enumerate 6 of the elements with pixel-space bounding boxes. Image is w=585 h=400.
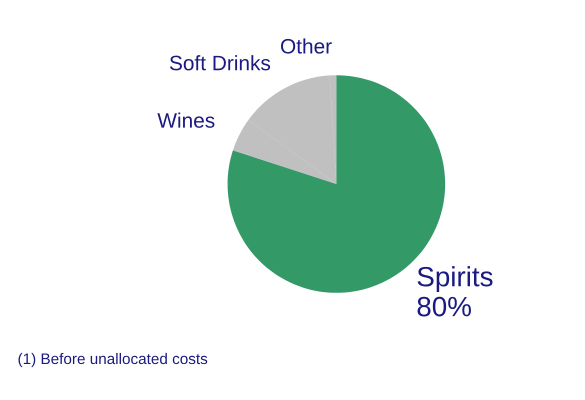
slice-label: Wines — [157, 112, 214, 128]
text: (1) Before unallocated costs — [18, 352, 208, 368]
slice-label: Spirits — [418, 266, 492, 292]
data-label: 80% — [418, 296, 471, 316]
slice-label: Other — [280, 38, 332, 54]
slice-label: Soft Drinks — [170, 55, 270, 70]
